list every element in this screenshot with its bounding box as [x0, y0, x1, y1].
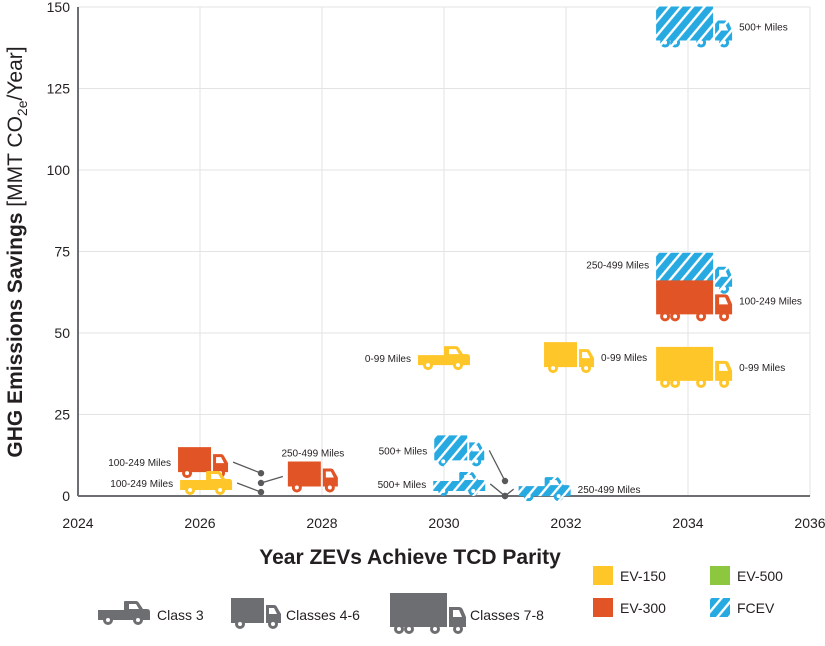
axes: 2024 2026 2028 2030 2032 2034 2036 0 25 50 75 100 12…	[47, 0, 825, 531]
data-point: 100-249 Miles	[110, 470, 233, 495]
point-label: 500+ Miles	[739, 23, 788, 34]
data-point: 100-249 Miles	[656, 280, 802, 322]
y-tick-label: 150	[47, 0, 71, 15]
x-tick-label: 2024	[62, 515, 93, 531]
truck-marker-icon	[656, 280, 733, 322]
truck-marker-icon	[418, 346, 470, 371]
y-axis-title: GHG Emissions Savings [MMT CO2e/Year]	[4, 46, 30, 457]
legend-item-class: Classes 7-8	[390, 593, 544, 634]
truck-marker-icon	[518, 477, 571, 502]
legend-item-fuel: EV-300	[593, 598, 666, 617]
leader-line	[488, 450, 506, 482]
parity-dot	[501, 492, 509, 500]
legend-item-fuel: EV-500	[710, 566, 783, 585]
grid	[78, 6, 811, 496]
y-tick-label: 125	[47, 81, 71, 97]
parity-dot	[501, 477, 509, 485]
legend-swatch	[710, 598, 730, 617]
data-point: 250-499 Miles	[518, 477, 641, 502]
y-tick-label: 100	[47, 162, 71, 178]
data-point: 0-99 Miles	[544, 342, 647, 374]
legend: Class 3 Classes 4-6 Classes 7-8 EV-150 EV-30…	[98, 566, 783, 634]
legend-item-class: Classes 4-6	[231, 598, 360, 629]
point-label: 250-499 Miles	[586, 261, 649, 272]
point-label: 500+ Miles	[378, 480, 427, 491]
data-point: 0-99 Miles	[365, 346, 470, 371]
parity-dot	[257, 469, 265, 477]
data-point: 500+ Miles	[378, 471, 486, 496]
legend-label: EV-300	[620, 600, 666, 616]
truck-marker-icon	[656, 346, 733, 388]
point-label: 100-249 Miles	[108, 458, 171, 469]
x-tick-label: 2032	[550, 515, 581, 531]
pickup-truck-icon	[98, 601, 150, 625]
leader-line	[260, 475, 284, 484]
legend-label: Classes 4-6	[286, 607, 360, 623]
point-label: 250-499 Miles	[578, 485, 641, 496]
parity-dot	[257, 488, 265, 496]
truck-marker-icon	[180, 470, 233, 495]
truck-marker-icon	[433, 471, 486, 496]
legend-item-class: Class 3	[98, 601, 204, 625]
x-axis-title: Year ZEVs Achieve TCD Parity	[259, 546, 561, 569]
truck-marker-icon	[656, 6, 733, 48]
legend-label: EV-500	[737, 568, 783, 584]
point-label: 500+ Miles	[379, 446, 428, 457]
semi-truck-icon	[390, 593, 466, 634]
data-point: 250-499 Miles	[281, 448, 344, 493]
leader-lines	[232, 450, 515, 500]
point-label: 0-99 Miles	[601, 353, 647, 364]
legend-label: EV-150	[620, 568, 666, 584]
y-tick-label: 50	[54, 325, 70, 341]
point-label: 100-249 Miles	[110, 479, 173, 490]
data-point: 500+ Miles	[379, 435, 485, 467]
truck-marker-icon	[544, 342, 595, 374]
data-point: 500+ Miles	[656, 6, 788, 48]
box-truck-icon	[231, 598, 281, 629]
parity-dot	[257, 479, 265, 487]
y-tick-label: 25	[54, 407, 70, 423]
x-tick-label: 2034	[672, 515, 703, 531]
y-tick-label: 0	[62, 488, 70, 504]
legend-swatch	[593, 598, 613, 617]
truck-marker-icon	[434, 435, 485, 467]
point-label: 250-499 Miles	[281, 448, 344, 459]
point-label: 0-99 Miles	[739, 363, 785, 374]
x-tick-label: 2026	[184, 515, 215, 531]
x-tick-label: 2030	[428, 515, 459, 531]
legend-item-fuel: EV-150	[593, 566, 666, 585]
data-point: 0-99 Miles	[656, 346, 785, 388]
y-tick-label: 75	[54, 244, 70, 260]
legend-label: Class 3	[157, 607, 204, 623]
legend-swatch	[593, 566, 613, 585]
point-label: 0-99 Miles	[365, 354, 411, 365]
x-tick-label: 2036	[794, 515, 825, 531]
data-points: 100-249 Miles 100-249 Miles 250-499 Miles 0…	[108, 6, 802, 502]
leader-line	[236, 482, 262, 493]
leader-line	[232, 461, 262, 474]
legend-label: Classes 7-8	[470, 607, 544, 623]
x-tick-label: 2028	[306, 515, 337, 531]
point-label: 100-249 Miles	[739, 296, 802, 307]
legend-label: FCEV	[737, 600, 775, 616]
legend-swatch	[710, 566, 730, 585]
legend-item-fuel: FCEV	[710, 598, 775, 617]
truck-marker-icon	[287, 461, 338, 493]
